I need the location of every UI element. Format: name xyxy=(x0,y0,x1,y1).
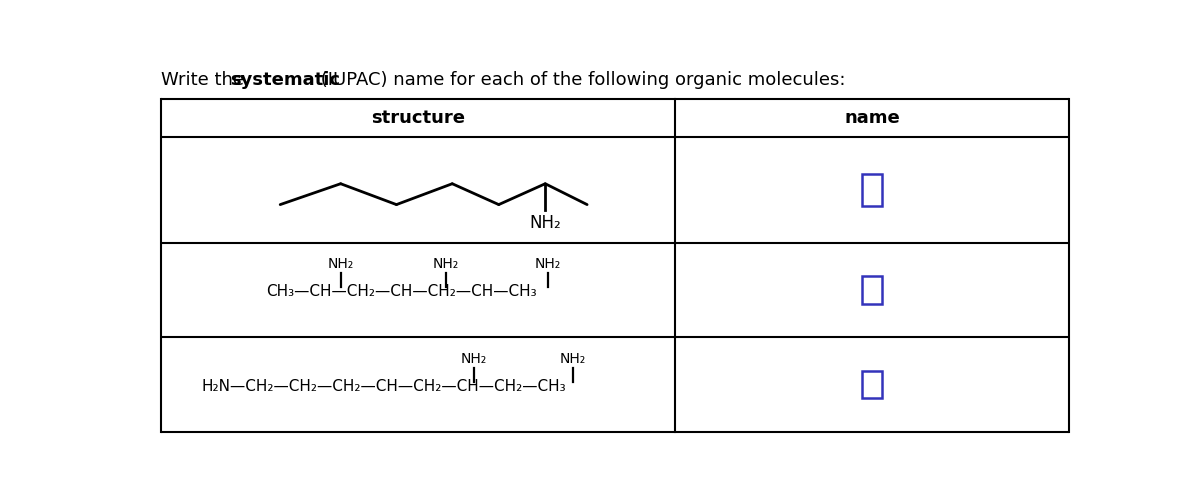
Text: NH₂: NH₂ xyxy=(433,257,458,271)
Text: H₂N—CH₂—CH₂—CH₂—CH—CH₂—CH—CH₂—CH₃: H₂N—CH₂—CH₂—CH₂—CH—CH₂—CH—CH₂—CH₃ xyxy=(202,379,565,394)
Text: NH₂: NH₂ xyxy=(328,257,354,271)
Text: systematic: systematic xyxy=(230,71,340,89)
Text: (IUPAC) name for each of the following organic molecules:: (IUPAC) name for each of the following o… xyxy=(316,71,846,89)
Text: NH₂: NH₂ xyxy=(461,352,487,366)
Text: NH₂: NH₂ xyxy=(560,352,587,366)
Text: name: name xyxy=(845,109,900,127)
Text: CH₃—CH—CH₂—CH—CH₂—CH—CH₃: CH₃—CH—CH₂—CH—CH₂—CH—CH₃ xyxy=(266,284,536,299)
Text: NH₂: NH₂ xyxy=(529,214,562,232)
Text: structure: structure xyxy=(371,109,466,127)
Text: NH₂: NH₂ xyxy=(535,257,562,271)
Text: Write the: Write the xyxy=(161,71,250,89)
